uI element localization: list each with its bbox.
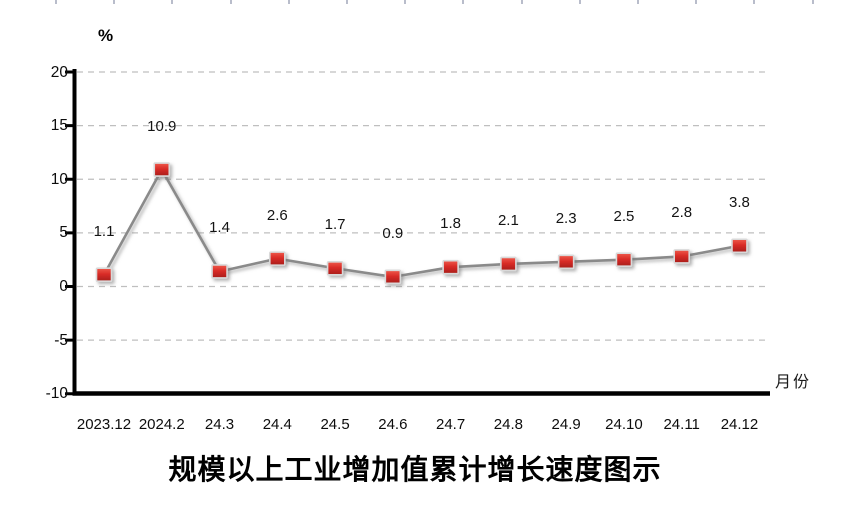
data-label: 2.3 — [555, 209, 577, 227]
x-tick-label: 24.5 — [320, 416, 350, 433]
data-point-marker — [95, 267, 113, 283]
data-point-marker — [384, 269, 402, 285]
ruler-tick — [637, 0, 639, 4]
data-label: 1.1 — [93, 222, 115, 240]
ruler-tick — [753, 0, 756, 4]
ruler-tick — [171, 0, 174, 4]
data-point-marker — [153, 162, 171, 177]
series-line — [102, 168, 740, 279]
data-label: 0.9 — [382, 224, 404, 242]
ruler-tick — [229, 0, 232, 4]
x-tick-label: 24.6 — [378, 416, 408, 433]
data-point-marker — [673, 249, 691, 264]
y-tick-label: -10 — [45, 385, 68, 403]
y-tick-label: 0 — [59, 278, 68, 295]
y-tick-label: 15 — [50, 117, 68, 135]
chart-title: 规模以上工业增加值累计增长速度图示 — [168, 455, 662, 486]
y-tick-label: 10 — [50, 170, 68, 188]
data-point-marker — [731, 238, 748, 254]
data-point-marker — [326, 260, 344, 276]
ruler-tick — [113, 0, 116, 4]
y-tick-label: 5 — [59, 224, 68, 242]
data-label: 1.8 — [440, 215, 462, 233]
ruler-tick — [346, 0, 348, 4]
data-point-marker — [442, 259, 459, 275]
y-tick-label: -5 — [54, 331, 68, 349]
x-axis-unit-label: 月份 — [775, 374, 812, 391]
data-point-marker — [615, 252, 633, 267]
x-tick-label: 24.10 — [605, 416, 643, 433]
ruler-tick — [55, 0, 57, 4]
x-tick-label: 2024.2 — [138, 416, 185, 433]
ruler-tick — [811, 0, 814, 4]
data-point-marker — [557, 254, 575, 270]
ruler-tick — [695, 0, 698, 4]
data-label: 10.9 — [147, 117, 177, 135]
data-point-marker — [500, 256, 517, 272]
ruler-tick — [520, 0, 523, 4]
data-label: 2.5 — [613, 207, 635, 225]
x-tick-label: 24.7 — [436, 416, 466, 433]
ruler-tick — [578, 0, 581, 4]
x-tick-label: 24.4 — [262, 416, 292, 433]
data-label: 2.6 — [266, 206, 288, 224]
y-tick-label: 20 — [50, 63, 68, 81]
x-tick-label: 24.11 — [663, 416, 700, 433]
ruler-tick — [462, 0, 465, 4]
x-tick-label: 2023.12 — [76, 416, 132, 433]
data-label: 3.8 — [729, 193, 750, 211]
data-label: 2.1 — [497, 211, 519, 229]
data-point-marker — [269, 251, 286, 266]
data-point-marker — [211, 264, 228, 279]
data-label: 1.7 — [324, 216, 346, 234]
ruler-tick — [404, 0, 407, 4]
data-label: 2.8 — [671, 204, 693, 222]
x-tick-label: 24.12 — [720, 416, 759, 433]
x-tick-label: 24.8 — [493, 416, 523, 433]
x-tick-label: 24.9 — [551, 416, 581, 433]
y-axis-unit-label: % — [98, 26, 114, 45]
x-tick-label: 24.3 — [204, 416, 235, 433]
ruler-tick — [287, 0, 290, 4]
data-label: 1.4 — [209, 219, 230, 237]
